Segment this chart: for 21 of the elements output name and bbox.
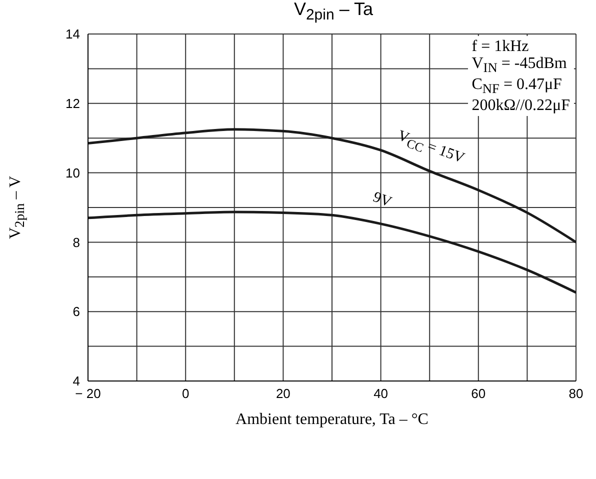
annotation: V$_{IN}$ = -45dBm xyxy=(472,55,568,76)
x-tick-label: 40 xyxy=(374,386,388,402)
chart-title: V$_{2pin}$ – Ta xyxy=(292,0,374,25)
annotation: 200kΩ//0.22μF xyxy=(472,97,570,114)
annotation: f = 1kHz xyxy=(472,38,530,55)
x-tick-label: 60 xyxy=(471,386,486,402)
x-axis-title: Ambient temperature, Ta – °C xyxy=(236,411,428,428)
annotation: C$_{NF}$ = 0.47μF xyxy=(472,76,563,98)
x-tick-label: 80 xyxy=(568,386,584,402)
y-tick-label: 4 xyxy=(72,374,80,389)
x-tick-label: 0 xyxy=(182,386,190,402)
line-series xyxy=(88,128,576,244)
x-tick-label: 20 xyxy=(276,386,290,402)
y-tick-label: 8 xyxy=(72,234,80,250)
line-series xyxy=(88,210,576,294)
x-tick-label: − 20 xyxy=(75,386,101,402)
y-tick-label: 10 xyxy=(66,165,80,180)
y-tick-label: 12 xyxy=(66,96,80,112)
y-tick-label: 14 xyxy=(66,26,80,42)
y-tick-label: 6 xyxy=(72,304,80,320)
text: 9V xyxy=(370,189,394,211)
